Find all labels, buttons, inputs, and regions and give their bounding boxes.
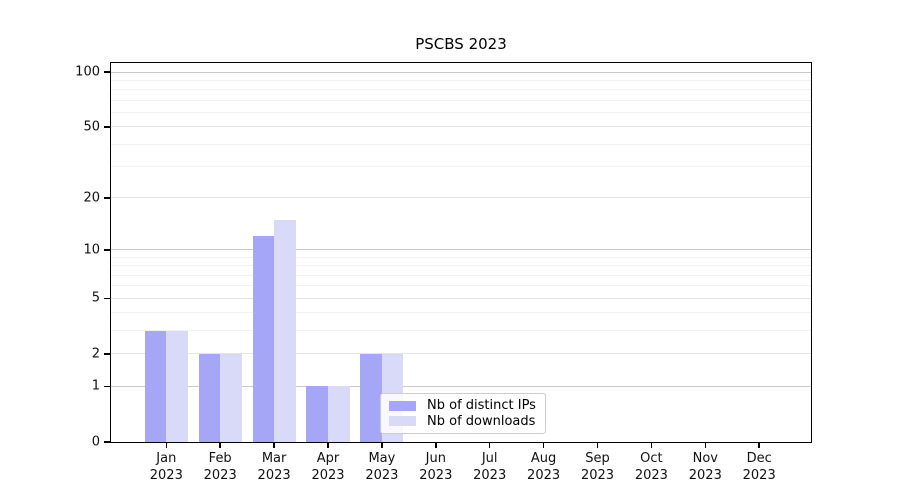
gridline — [111, 249, 811, 251]
y-tick-label: 10 — [83, 242, 100, 258]
legend-label: Nb of distinct IPs — [427, 398, 536, 414]
gridline — [111, 353, 811, 355]
plot-area: 0 1 2 5 10 20 50 100 Jan 2023 Feb 2023 Mar 2023 Apr 20… — [75, 62, 812, 483]
x-tick-label: Sep 2023 — [580, 451, 615, 483]
y-tick-label: 5 — [91, 290, 100, 306]
bar-distinct-ips-mar — [252, 236, 275, 442]
y-tick-label: 100 — [75, 64, 100, 80]
x-tick — [435, 442, 437, 448]
bar-distinct-ips-jan — [144, 330, 167, 442]
x-tick — [381, 442, 383, 448]
gridline — [111, 297, 811, 299]
y-tick — [104, 385, 111, 388]
gridline — [111, 89, 811, 91]
y-tick-label: 1 — [91, 378, 100, 394]
x-tick — [758, 442, 760, 448]
x-tick-label: Jun 2023 — [419, 451, 453, 483]
y-tick-label: 2 — [91, 346, 100, 362]
x-tick-label: Jan 2023 — [149, 451, 183, 483]
legend-swatch-distinct-ips-icon — [389, 400, 416, 411]
x-tick-label: Feb 2023 — [203, 451, 237, 483]
gridline — [111, 330, 811, 332]
gridline — [111, 143, 811, 145]
y-tick — [104, 71, 111, 73]
gridline — [111, 274, 811, 276]
y-tick — [104, 353, 111, 355]
x-tick-label: Oct 2023 — [634, 451, 668, 483]
gridline — [111, 126, 811, 128]
gridline — [111, 71, 811, 73]
x-tick-label: Jul 2023 — [473, 451, 507, 483]
y-tick — [104, 197, 111, 199]
bar-distinct-ips-apr — [306, 386, 328, 442]
x-tick — [704, 442, 707, 448]
x-tick-label: Mar 2023 — [257, 451, 291, 483]
gridline — [111, 385, 811, 387]
x-tick — [165, 442, 168, 448]
y-tick-label: 0 — [91, 434, 100, 450]
gridline — [111, 79, 811, 81]
x-tick-label: Aug 2023 — [527, 451, 561, 483]
gridline — [111, 265, 811, 267]
gridline — [111, 111, 811, 113]
legend: Nb of distinct IPs Nb of downloads — [380, 393, 546, 434]
bar-downloads-feb — [220, 353, 242, 442]
legend-swatch-downloads-icon — [389, 416, 416, 427]
y-tick-label: 50 — [83, 119, 100, 135]
legend-item: Nb of distinct IPs — [389, 398, 537, 413]
y-tick — [104, 126, 111, 128]
y-tick-label: 20 — [83, 190, 100, 206]
gridline — [111, 285, 811, 287]
bar-downloads-jan — [166, 330, 188, 442]
y-tick — [104, 249, 111, 251]
legend-item: Nb of downloads — [389, 414, 537, 429]
x-tick — [273, 442, 275, 448]
bar-distinct-ips-may — [360, 353, 382, 442]
x-tick — [650, 442, 653, 448]
bar-downloads-apr — [328, 386, 350, 442]
gridline — [111, 166, 811, 168]
x-tick-label: Dec 2023 — [742, 451, 776, 483]
bar-downloads-mar — [274, 219, 296, 442]
x-tick — [327, 442, 329, 448]
chart-title: PSCBS 2023 — [415, 35, 507, 53]
x-tick — [596, 442, 599, 448]
x-tick — [488, 442, 491, 448]
x-tick — [219, 442, 221, 448]
bar-distinct-ips-feb — [198, 353, 221, 442]
y-tick — [104, 297, 111, 300]
x-tick-label: May 2023 — [365, 451, 399, 483]
gridline — [111, 256, 811, 258]
y-tick — [104, 441, 111, 443]
gridline — [111, 197, 811, 199]
x-tick-label: Apr 2023 — [311, 451, 345, 483]
legend-label: Nb of downloads — [427, 413, 536, 429]
gridline — [111, 312, 811, 314]
x-tick — [542, 442, 545, 448]
x-tick-label: Nov 2023 — [688, 451, 722, 483]
gridline — [111, 99, 811, 101]
